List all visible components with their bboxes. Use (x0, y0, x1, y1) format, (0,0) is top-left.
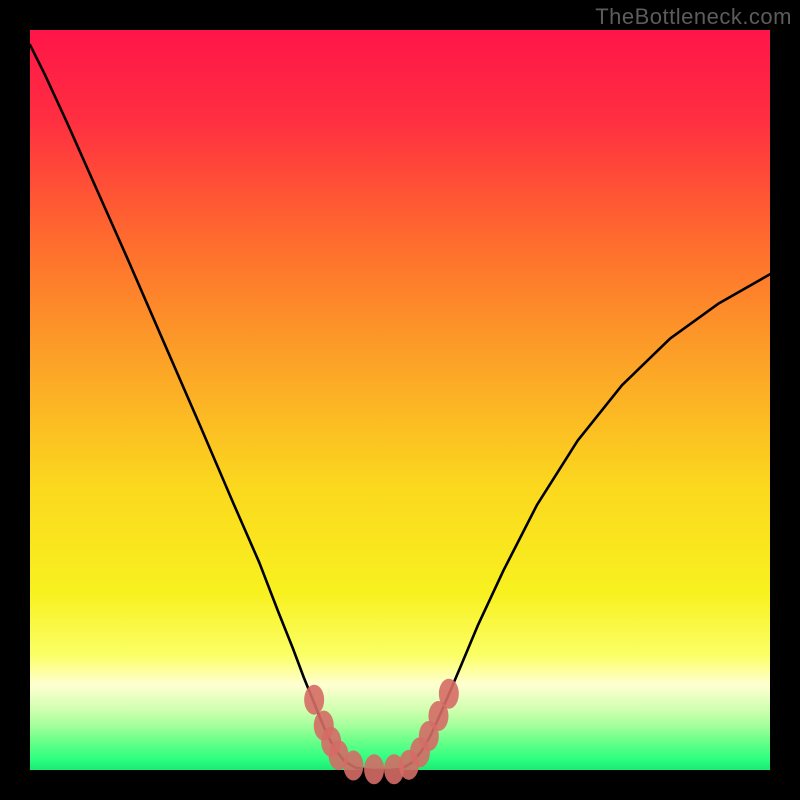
plot-area (30, 30, 770, 770)
stage: TheBottleneck.com (0, 0, 800, 800)
watermark-text: TheBottleneck.com (595, 4, 792, 30)
curve-marker (364, 754, 384, 784)
chart-svg (0, 0, 800, 800)
curve-marker (439, 679, 459, 709)
curve-marker (304, 685, 324, 715)
curve-marker (343, 751, 363, 781)
